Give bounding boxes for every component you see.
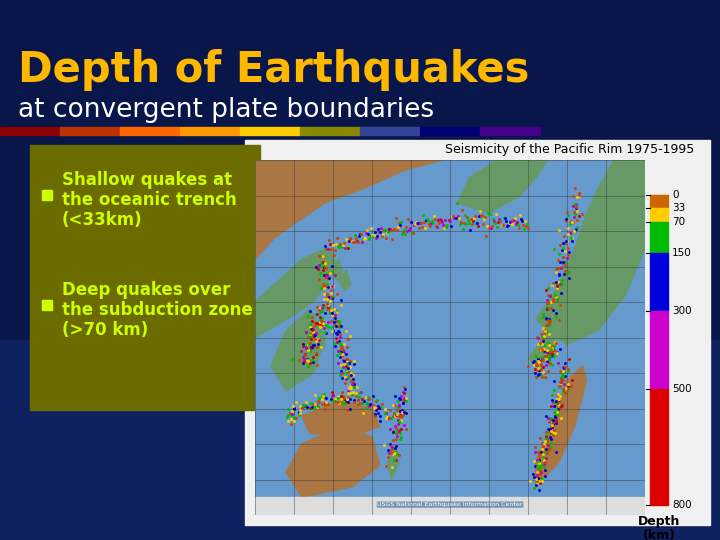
Bar xyxy=(245,140,710,525)
Bar xyxy=(650,389,668,505)
Text: 800: 800 xyxy=(672,500,692,510)
Text: (km): (km) xyxy=(642,529,675,540)
Text: Depth: Depth xyxy=(638,516,680,529)
Text: 150: 150 xyxy=(672,248,692,258)
Text: the subduction zone: the subduction zone xyxy=(62,301,253,319)
Polygon shape xyxy=(536,160,645,345)
Polygon shape xyxy=(271,309,325,391)
Text: 70: 70 xyxy=(672,217,685,227)
Bar xyxy=(0,127,60,135)
Bar xyxy=(0,340,720,540)
Polygon shape xyxy=(287,426,380,497)
Bar xyxy=(650,208,668,222)
Bar xyxy=(42,300,52,310)
Text: Depth of Earthquakes: Depth of Earthquakes xyxy=(18,49,529,91)
Polygon shape xyxy=(255,160,442,259)
Bar xyxy=(60,127,120,135)
Bar xyxy=(180,127,240,135)
Bar xyxy=(480,127,540,135)
Polygon shape xyxy=(302,401,380,437)
Bar xyxy=(120,127,180,135)
Text: 0: 0 xyxy=(672,190,678,200)
Polygon shape xyxy=(255,249,333,338)
Polygon shape xyxy=(458,160,547,213)
Bar xyxy=(420,127,480,135)
Text: USGS National Earthquake Information Center: USGS National Earthquake Information Cen… xyxy=(377,502,523,507)
Polygon shape xyxy=(536,366,587,487)
Polygon shape xyxy=(528,316,575,366)
Polygon shape xyxy=(339,270,351,292)
Text: Seismicity of the Pacific Rim 1975-1995: Seismicity of the Pacific Rim 1975-1995 xyxy=(446,144,695,157)
Text: Deep quakes over: Deep quakes over xyxy=(62,281,230,299)
Bar xyxy=(300,127,360,135)
Bar xyxy=(30,145,260,410)
Text: at convergent plate boundaries: at convergent plate boundaries xyxy=(18,97,434,123)
Text: Shallow quakes at: Shallow quakes at xyxy=(62,171,232,189)
Bar xyxy=(650,195,668,208)
Bar xyxy=(650,222,668,253)
Polygon shape xyxy=(331,259,343,281)
Polygon shape xyxy=(323,249,335,270)
Text: 500: 500 xyxy=(672,384,692,394)
Bar xyxy=(360,127,420,135)
Bar xyxy=(650,253,668,311)
Bar xyxy=(42,190,52,200)
Text: 300: 300 xyxy=(672,306,692,316)
Bar xyxy=(255,497,645,515)
Bar xyxy=(650,311,668,389)
Bar xyxy=(240,127,300,135)
Polygon shape xyxy=(306,323,325,362)
Text: (>70 km): (>70 km) xyxy=(62,321,148,339)
Polygon shape xyxy=(387,448,400,480)
Text: (<33km): (<33km) xyxy=(62,211,143,229)
Text: 33: 33 xyxy=(672,203,685,213)
Text: the oceanic trench: the oceanic trench xyxy=(62,191,237,209)
